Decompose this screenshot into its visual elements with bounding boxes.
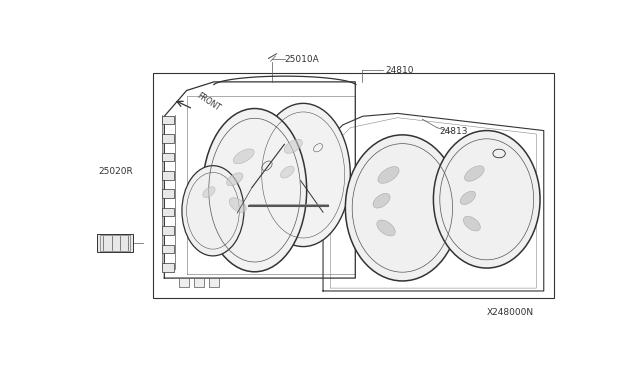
Bar	[163, 208, 174, 217]
Bar	[194, 278, 204, 287]
Ellipse shape	[203, 187, 215, 198]
Ellipse shape	[202, 109, 307, 272]
Ellipse shape	[377, 220, 396, 236]
Text: X248000N: X248000N	[486, 308, 534, 317]
Bar	[163, 189, 174, 198]
Bar	[163, 153, 174, 161]
Ellipse shape	[229, 198, 246, 212]
Bar	[97, 234, 133, 252]
Bar	[154, 73, 554, 298]
Ellipse shape	[233, 149, 254, 164]
Ellipse shape	[373, 193, 390, 208]
Text: 24813: 24813	[440, 126, 468, 136]
Ellipse shape	[182, 166, 244, 256]
Ellipse shape	[465, 166, 484, 181]
Text: 25020R: 25020R	[99, 167, 134, 176]
Ellipse shape	[460, 191, 476, 205]
Bar	[179, 278, 189, 287]
Ellipse shape	[433, 131, 540, 268]
Bar	[209, 278, 219, 287]
Text: 25010A: 25010A	[285, 55, 319, 64]
Text: FRONT: FRONT	[195, 91, 222, 113]
Ellipse shape	[227, 173, 243, 186]
Ellipse shape	[346, 135, 460, 281]
Bar	[100, 235, 130, 251]
Bar	[163, 134, 174, 143]
Ellipse shape	[256, 103, 350, 247]
Ellipse shape	[280, 166, 294, 178]
Bar	[163, 171, 174, 180]
Ellipse shape	[463, 217, 481, 231]
Bar	[163, 226, 174, 235]
Bar	[163, 245, 174, 253]
Bar	[163, 263, 174, 272]
Bar	[163, 116, 174, 124]
Ellipse shape	[284, 139, 302, 153]
Text: 24810: 24810	[385, 66, 413, 75]
Ellipse shape	[378, 167, 399, 183]
